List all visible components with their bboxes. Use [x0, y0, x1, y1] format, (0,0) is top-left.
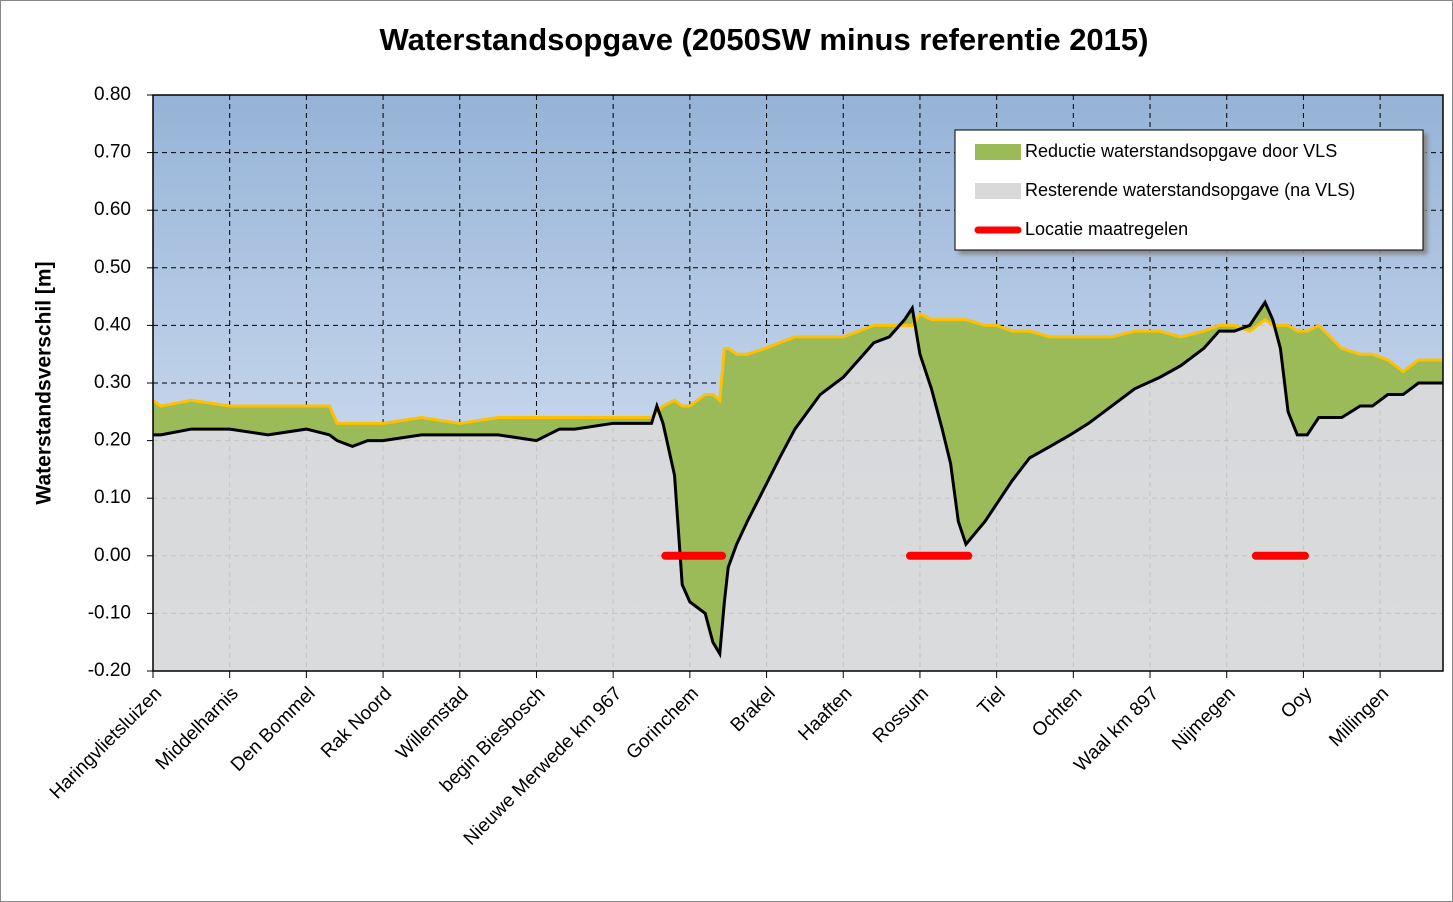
- y-tick-label: 0.30: [94, 372, 131, 393]
- legend-swatch: [975, 144, 1021, 160]
- y-tick-label: 0.50: [94, 257, 131, 278]
- y-tick-label: -0.10: [88, 602, 131, 623]
- y-tick-label: 0.00: [94, 545, 131, 566]
- y-axis-title: Waterstandsverschil [m]: [33, 261, 56, 504]
- line-upper: [152, 311, 1443, 425]
- legend-label: Reductie waterstandsopgave door VLS: [1025, 141, 1337, 161]
- legend-swatch: [975, 183, 1021, 199]
- legend-entries: Reductie waterstandsopgave door VLS Rest…: [974, 141, 1355, 239]
- y-tick-label: 0.10: [94, 487, 131, 508]
- area-reduction: [153, 302, 1443, 654]
- y-tick-label: 0.80: [94, 84, 131, 105]
- line-lower: [153, 299, 1443, 659]
- y-tick-label: 0.60: [94, 199, 131, 220]
- legend-box: [954, 129, 1424, 251]
- legend-label: Locatie maatregelen: [1025, 219, 1188, 239]
- y-tick-label: 0.40: [94, 314, 131, 335]
- legend-label: Resterende waterstandsopgave (na VLS): [1025, 180, 1355, 200]
- chart-title: Waterstandsopgave (2050SW minus referent…: [380, 22, 1149, 57]
- y-tick-label: 0.20: [94, 430, 131, 451]
- area-remaining: [153, 302, 1443, 671]
- y-tick-label: 0.70: [94, 142, 131, 163]
- legend: [954, 129, 1424, 251]
- y-tick-label: -0.20: [88, 660, 131, 681]
